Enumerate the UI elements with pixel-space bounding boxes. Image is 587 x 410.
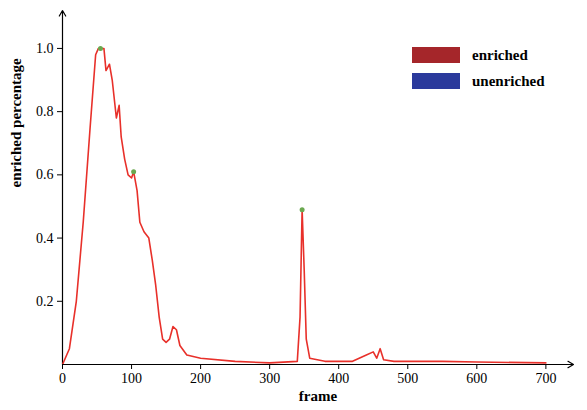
svg-text:frame: frame	[299, 388, 338, 404]
svg-text:0.4: 0.4	[36, 231, 54, 246]
svg-text:600: 600	[466, 371, 487, 386]
svg-text:1.0: 1.0	[36, 41, 54, 56]
svg-text:0.2: 0.2	[36, 294, 54, 309]
svg-text:200: 200	[190, 371, 211, 386]
svg-text:0.6: 0.6	[36, 167, 54, 182]
svg-text:500: 500	[397, 371, 418, 386]
svg-text:400: 400	[328, 371, 349, 386]
html-text:unenriched: unenriched	[472, 72, 545, 89]
svg-text:enriched percentage: enriched percentage	[8, 58, 24, 188]
svg-text:300: 300	[259, 371, 280, 386]
svg-text:0: 0	[59, 371, 66, 386]
svg-text:0.8: 0.8	[36, 104, 54, 119]
svg-text:100: 100	[121, 371, 142, 386]
svg-text:700: 700	[535, 371, 556, 386]
html-text:enriched: enriched	[472, 46, 528, 63]
